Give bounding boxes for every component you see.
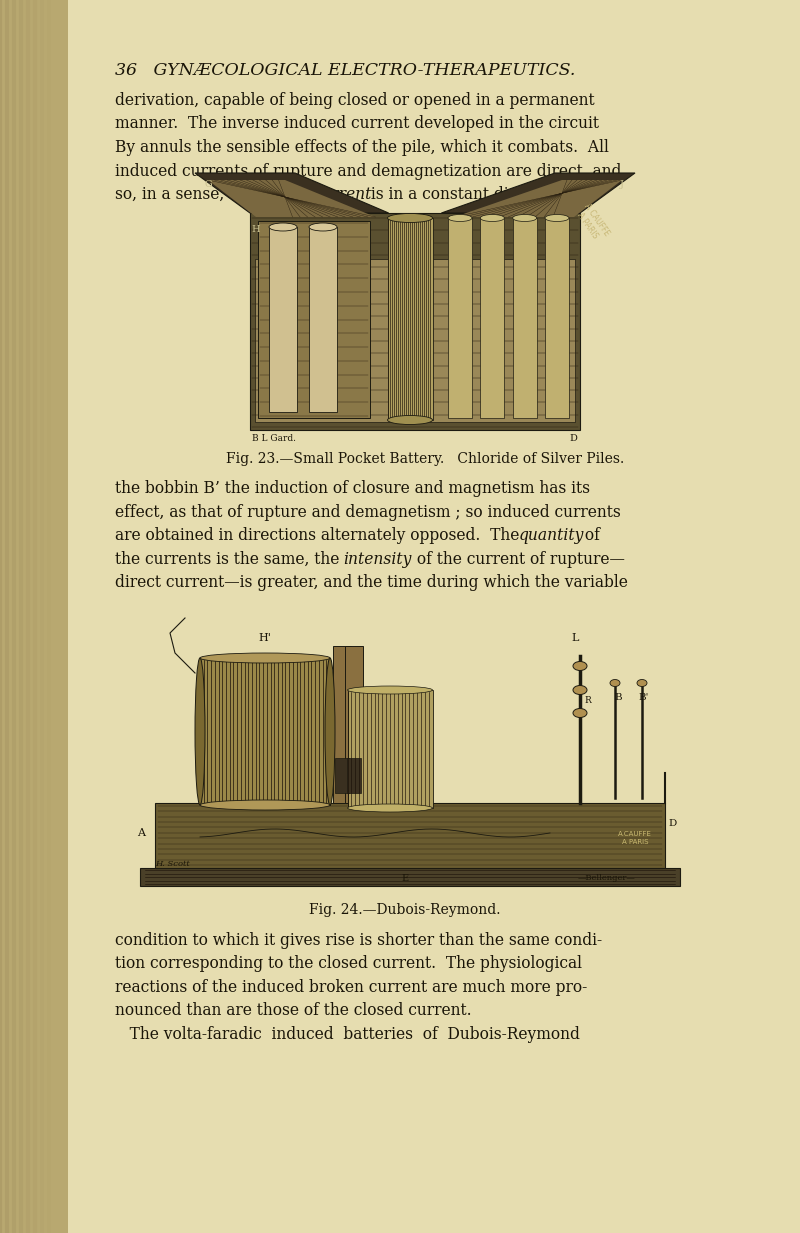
Text: 36   GYNÆCOLOGICAL ELECTRO-THERAPEUTICS.: 36 GYNÆCOLOGICAL ELECTRO-THERAPEUTICS. [115,62,575,79]
Bar [347,690,433,808]
Text: The volta-faradic  induced  batteries  of  Dubois-Reymond: The volta-faradic induced batteries of D… [115,1026,580,1043]
Ellipse shape [573,661,587,671]
Ellipse shape [513,215,537,222]
Text: of: of [579,526,599,544]
Ellipse shape [387,416,433,424]
Ellipse shape [545,215,569,222]
Bar [335,758,349,793]
Text: derivation, capable of being closed or opened in a permanent: derivation, capable of being closed or o… [115,92,594,109]
Ellipse shape [637,679,647,687]
Polygon shape [454,180,622,217]
Text: E: E [402,874,409,883]
Text: is in a constant direction.  In: is in a constant direction. In [366,186,595,203]
Text: reactions of the induced broken current are much more pro-: reactions of the induced broken current … [115,979,587,996]
Bar [345,646,362,803]
Text: R: R [585,695,591,704]
Bar [387,218,433,420]
Text: B L Gard.: B L Gard. [252,434,296,443]
Text: direct current—is greater, and the time during which the variable: direct current—is greater, and the time … [115,575,628,591]
Bar [155,803,665,868]
Text: of the current of rupture—: of the current of rupture— [412,550,625,567]
Text: Fig. 23.—Small Pocket Battery.   Chloride of Silver Piles.: Fig. 23.—Small Pocket Battery. Chloride … [226,453,624,466]
Bar [200,658,330,805]
Bar [269,227,297,412]
Ellipse shape [325,658,335,805]
Polygon shape [0,0,68,1233]
Text: D: D [668,819,676,827]
Bar [346,758,361,793]
Text: nounced than are those of the closed current.: nounced than are those of the closed cur… [115,1002,472,1020]
Ellipse shape [347,686,433,694]
Text: induced currents of rupture and demagnetization are direct, and: induced currents of rupture and demagnet… [115,163,622,180]
Ellipse shape [610,679,620,687]
Text: A.CAUFFE
A PARIS: A.CAUFFE A PARIS [618,831,652,845]
Polygon shape [442,173,635,213]
Text: tion corresponding to the closed current.  The physiological: tion corresponding to the closed current… [115,956,582,973]
Text: H. Scott: H. Scott [155,859,190,868]
Bar [140,868,680,887]
Bar [513,218,537,418]
Text: effect, as that of rupture and demagnetism ; so induced currents: effect, as that of rupture and demagneti… [115,503,621,520]
Ellipse shape [195,658,205,805]
Ellipse shape [309,223,337,231]
Text: H: H [252,224,260,234]
Text: Fig. 24.—Dubois-Reymond.: Fig. 24.—Dubois-Reymond. [310,903,501,917]
Ellipse shape [200,800,330,810]
Text: the bobbin B’ the induction of closure and magnetism has its: the bobbin B’ the induction of closure a… [115,480,590,497]
Text: D: D [569,434,577,443]
Bar [333,646,351,803]
Text: H': H' [258,633,271,642]
Bar [480,218,504,418]
Ellipse shape [200,653,330,663]
Text: By annuls the sensible effects of the pile, which it combats.  All: By annuls the sensible effects of the pi… [115,139,609,157]
Polygon shape [208,180,375,217]
Bar [250,213,580,430]
Ellipse shape [573,686,587,694]
Ellipse shape [448,215,472,222]
Text: are obtained in directions alternately opposed.  The: are obtained in directions alternately o… [115,526,524,544]
Ellipse shape [387,213,433,222]
Text: A CAUFFE
A PARIS: A CAUFFE A PARIS [574,202,610,244]
Bar [205,168,625,438]
Text: B': B' [639,693,649,703]
Ellipse shape [480,215,504,222]
Ellipse shape [269,223,297,231]
Bar [255,259,575,422]
Bar [545,218,569,418]
Text: manner.  The inverse induced current developed in the circuit: manner. The inverse induced current deve… [115,116,599,132]
Text: quantity: quantity [518,526,584,544]
Ellipse shape [573,709,587,718]
Bar [95,637,775,888]
Text: —Bellenger—: —Bellenger— [578,874,635,882]
Text: G: G [204,180,212,189]
Bar [448,218,472,418]
Text: extra current: extra current [267,186,372,203]
Text: L: L [571,633,578,642]
Text: A: A [137,829,145,838]
Polygon shape [195,173,389,213]
Ellipse shape [347,804,433,813]
Text: so, in a sense, the: so, in a sense, the [115,186,259,203]
Text: the currents is the same, the: the currents is the same, the [115,550,344,567]
Text: J: J [620,180,624,189]
Text: condition to which it gives rise is shorter than the same condi-: condition to which it gives rise is shor… [115,932,602,949]
Bar [258,221,370,418]
Text: B: B [614,693,622,703]
Text: intensity: intensity [343,550,412,567]
Bar [309,227,337,412]
